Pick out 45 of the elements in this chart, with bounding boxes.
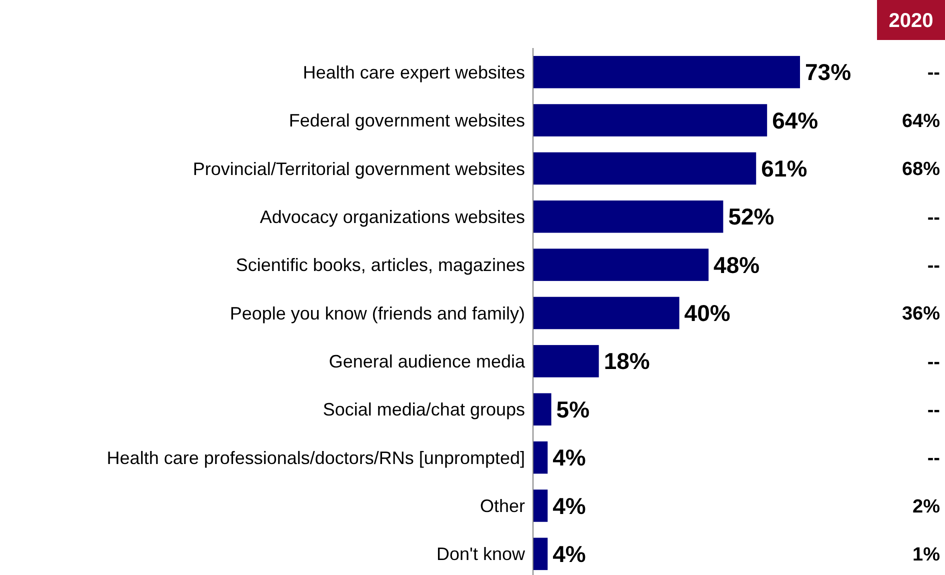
text: 64% [902,110,940,132]
y-tick-label: Health care expert websites [302,62,525,82]
text: -- [927,207,940,228]
bar [533,56,800,88]
data-label: 52% [728,204,774,230]
y-tick-label: Health care professionals/doctors/RNs [unprompted] [106,448,525,468]
text: -- [927,448,940,470]
text: -- [927,352,940,373]
text: 36% [902,304,940,325]
y-tick-label: Advocacy organizations websites [260,206,525,227]
y-tick-label: General audience media [328,351,526,372]
text: -- [927,400,940,422]
data-label: 18% [604,348,650,374]
data-label: 61% [761,156,808,182]
bar [533,441,548,474]
y-tick-label: Provincial/Territorial government websites [192,158,525,179]
text: 2% [912,496,940,518]
y-tick-label: Other [480,496,525,516]
data-label: 4% [552,540,586,567]
bar [533,248,709,281]
bar [533,538,548,570]
bar [533,104,768,136]
data-label: 48% [714,252,760,278]
text: 1% [912,544,940,566]
text: 68% [902,159,940,180]
text: 2020 [888,10,934,32]
data-label: 64% [772,107,818,134]
data-label: 40% [684,300,730,326]
data-label: 4% [552,444,586,471]
text: -- [927,255,940,276]
y-tick-label: Federal government websites [288,110,525,131]
bar [533,296,680,330]
bar [533,393,552,426]
data-label: 4% [552,492,586,519]
y-tick-label: Social media/chat groups [322,400,525,420]
data-label: 5% [556,396,590,422]
data-label: 73% [805,59,852,86]
bar [533,490,548,522]
y-tick-label: Scientific books, articles, magazines [236,255,525,276]
y-tick-label: Don't know [436,544,526,564]
bar [533,200,724,233]
y-tick-label: People you know (friends and family) [230,303,525,324]
text: -- [927,62,940,84]
bar [533,345,599,378]
bar [533,152,756,185]
